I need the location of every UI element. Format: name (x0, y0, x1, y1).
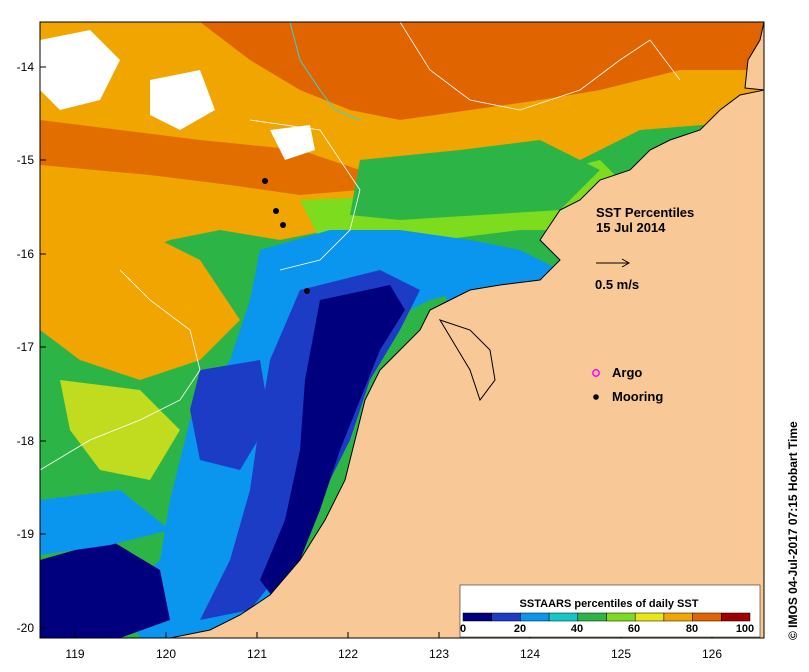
colorbar-swatch (462, 612, 492, 622)
y-tick-label: -20 (17, 621, 35, 635)
colorbar: SSTAARS percentiles of daily SST 0 20 40… (459, 584, 761, 638)
y-tick-label: -16 (17, 247, 35, 261)
x-tick-label: 121 (247, 647, 267, 661)
colorbar-tick: 80 (686, 623, 698, 635)
sst-deep-blue-region (260, 285, 405, 600)
sst-blue-west (190, 360, 270, 470)
mooring-marker[interactable] (262, 178, 268, 184)
isobath-contour (399, 22, 681, 111)
colorbar-tick: 0 (460, 623, 466, 635)
marker-legend: Argo Mooring (592, 365, 663, 404)
mooring-markers (262, 178, 310, 294)
colorbar-swatch (663, 612, 693, 622)
colorbar-panel (459, 584, 761, 638)
isobath-contour (289, 22, 361, 121)
mooring-marker[interactable] (273, 208, 279, 214)
mooring-marker-icon (593, 394, 599, 400)
vector-scale: 0.5 m/s (595, 258, 639, 292)
map-frame (39, 21, 765, 639)
colorbar-title: SSTAARS percentiles of daily SST (520, 598, 699, 610)
map-plot-area (40, 22, 764, 638)
colorbar-swatch (520, 612, 550, 622)
colorbar-swatch (548, 612, 579, 622)
colorbar-swatch (634, 612, 665, 622)
x-axis: 119 120 121 122 123 124 125 126 (65, 632, 722, 661)
sst-yellow-patches (60, 380, 180, 480)
y-tick-label: -18 (17, 434, 35, 448)
no-data-patch (40, 30, 120, 110)
legend-argo-label: Argo (612, 365, 642, 380)
colorbar-swatch (692, 612, 722, 622)
colorbar-tick: 100 (736, 623, 754, 635)
colorbar-swatch (577, 612, 607, 622)
y-tick-label: -17 (17, 340, 35, 354)
arrow-icon (621, 258, 631, 268)
y-tick-label: -15 (17, 153, 35, 167)
sst-hot-region (200, 22, 764, 120)
kimberley-peninsula (438, 319, 496, 402)
northern-coast (744, 22, 764, 91)
isobath-contour (249, 119, 361, 271)
map-date: 15 Jul 2014 (596, 220, 666, 235)
sst-hot-band (40, 120, 360, 195)
colorbar-swatch (491, 612, 521, 622)
credit-text: © IMOS 04-Jul-2017 07:15 Hobart Time (786, 421, 800, 640)
x-tick-label: 125 (611, 647, 631, 661)
mooring-marker[interactable] (280, 222, 286, 228)
no-data-patch (150, 70, 215, 130)
colorbar-swatches (462, 612, 751, 622)
y-tick-label: -14 (17, 60, 35, 74)
colorbar-swatch (606, 612, 636, 622)
colorbar-swatch (721, 612, 751, 622)
x-tick-label: 124 (520, 647, 540, 661)
mooring-marker[interactable] (304, 288, 310, 294)
x-tick-label: 126 (702, 647, 722, 661)
argo-marker-icon (592, 369, 600, 377)
sst-cyan-sw (40, 490, 170, 555)
colorbar-tick: 60 (628, 623, 640, 635)
sst-green-deep (350, 140, 600, 220)
x-tick-label: 123 (429, 647, 449, 661)
x-tick-label: 120 (156, 647, 176, 661)
isobath-contour (40, 269, 201, 471)
legend-mooring-label: Mooring (612, 389, 663, 404)
y-axis: -14 -15 -16 -17 -18 -19 -20 (17, 60, 46, 635)
colorbar-tick: 40 (571, 623, 583, 635)
no-data-patch (270, 125, 315, 160)
vector-scale-label: 0.5 m/s (595, 277, 639, 292)
y-tick-label: -19 (17, 527, 35, 541)
x-tick-label: 119 (65, 647, 84, 661)
map-title: SST Percentiles (596, 205, 694, 220)
colorbar-tick: 20 (514, 623, 526, 635)
sst-blue-sw (40, 540, 170, 638)
x-tick-label: 122 (338, 647, 358, 661)
